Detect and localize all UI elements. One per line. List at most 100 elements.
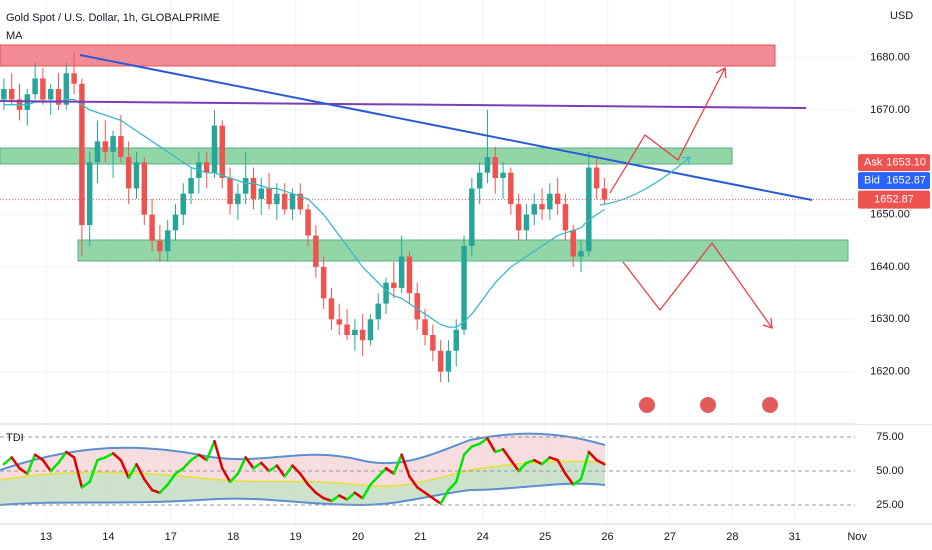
candle-body [406,256,413,294]
bid-box [858,172,930,190]
candle-body [274,193,280,205]
candle-body [180,193,187,215]
tdi-upper-band [0,432,606,471]
candle-body [453,329,459,351]
tdi-rsi-segment [330,494,341,503]
candle-body [79,83,85,226]
candle-body [47,88,54,100]
last-price-label: 1652.87 [874,194,914,206]
candle-body [352,329,358,336]
tdi-lower-band [0,482,606,507]
tdi-rsi-segment [517,461,528,473]
tdi-rsi-segment [252,461,263,470]
tdi-rsi-segment [166,472,177,486]
tdi [0,436,855,506]
indicator-label: MA [6,30,23,42]
candle-body [203,162,210,173]
candle-body [383,282,389,304]
ask-box [858,154,930,172]
tdi-axis [855,425,932,525]
candle-body [336,319,342,325]
candle-body [422,319,428,336]
x-tick-label: 19 [289,531,301,543]
tdi-rsi-segment [377,467,388,478]
x-tick-label: 25 [539,531,551,543]
candle-body [375,303,381,320]
candle-body [445,350,452,372]
candle-body [235,193,241,205]
tdi-tick-label: 75.00 [876,431,904,443]
tdi-rsi-segment [158,483,169,495]
tdi-rsi-segment [548,456,559,462]
y-tick-label: 1680.00 [870,51,910,63]
labels: 1620.00 1630.00 1640.00 1650.00 1670.00 1680.… [40,51,930,543]
tdi-rsi-segment [205,439,216,462]
x-tick-label: 17 [165,531,177,543]
tdi-rsi-segment [299,472,310,486]
tdi-rsi-segment [111,452,123,462]
x-tick-label: 14 [102,531,114,543]
tdi-rsi-segment [2,456,13,466]
tdi-rsi-segment [439,488,450,505]
tdi-rsi-segment [33,453,45,462]
candle-body [102,141,109,152]
tdi-rsi-segment [80,480,91,489]
tdi-rsi-segment [532,458,544,466]
candle-body [437,350,444,372]
y-tick-label: 1650.00 [870,209,910,221]
x-tick-label: 13 [40,531,52,543]
event-icon[interactable] [760,395,780,415]
tdi-rsi-segment [182,458,193,470]
candle-body [71,73,77,84]
candle-body [266,188,272,205]
tdi-rsi-segment [174,467,185,475]
ma-projection [599,156,691,206]
y-tick-label: 1630.00 [870,313,910,325]
tdi-rsi-segment [213,439,224,470]
candle-body [242,177,249,194]
tdi-rsi-segment [10,456,21,470]
candle-body [40,78,46,100]
tdi-rsi-segment [556,458,567,475]
candles [0,52,855,383]
candle-body [391,282,397,288]
currency: USD [890,10,913,22]
tdi-rsi-segment [57,450,68,465]
tdi-midline [0,460,606,488]
tdi-rsi-segment [571,477,583,486]
candle-body [250,177,257,199]
tdi-rsi-segment [540,456,552,466]
candle-body [157,240,163,252]
tdi-rsi-segment [88,458,99,484]
candle-body [601,188,608,200]
tdi-rsi-segment [135,462,146,481]
candle-body [593,167,600,189]
tdi-rsi-segment [509,458,520,473]
tdi-rsi-segment [416,486,427,495]
ask-name: Ask [864,157,883,169]
projection-down [622,241,773,329]
tdi-rsi-segment [322,496,333,503]
candle-body [281,193,288,210]
candle-body [289,193,296,210]
candle-body [32,78,38,95]
candle-body [211,125,218,173]
tdi-rsi-segment [408,475,419,489]
resistance-zone [0,44,776,67]
tdi-rsi-segment [228,472,240,484]
tdi-rsi-segment [486,437,497,454]
x-tick-label: 24 [477,531,489,543]
candle-body [508,172,514,205]
tdi-rsi-segment [189,453,201,462]
tdi-rsi-segment [493,448,505,454]
tdi-rsi-segment [143,477,154,492]
y-tick-label: 1670.00 [870,104,910,116]
event-icon[interactable] [698,395,718,415]
candle-body [227,177,233,205]
bid-name: Bid [864,175,880,187]
candle-body [570,230,576,257]
bid-value: 1652.87 [886,175,926,187]
ma-line [3,98,605,328]
event-icon[interactable] [637,395,657,415]
